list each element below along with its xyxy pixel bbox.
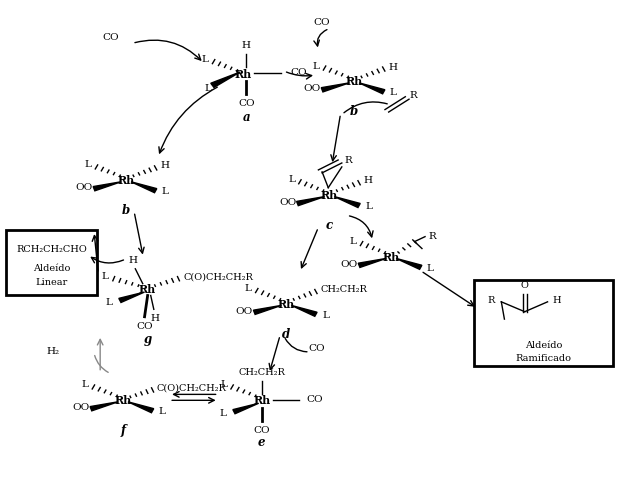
Text: C(O)CH₂CH₂R: C(O)CH₂CH₂R [157, 384, 227, 392]
Text: L: L [288, 176, 295, 184]
Text: Ramificado: Ramificado [516, 354, 572, 362]
Polygon shape [128, 402, 154, 412]
Polygon shape [119, 292, 144, 302]
Text: H₂: H₂ [47, 347, 60, 356]
Text: Rh: Rh [383, 252, 400, 263]
Text: CO: CO [313, 18, 330, 27]
Text: OO: OO [236, 307, 253, 316]
Polygon shape [253, 306, 281, 314]
Text: Rh: Rh [118, 176, 135, 186]
Text: b: b [350, 105, 358, 118]
Text: Aldeído: Aldeído [525, 342, 562, 350]
Text: H: H [388, 62, 397, 72]
Text: L: L [245, 284, 252, 293]
Text: H: H [160, 162, 169, 170]
Text: Rh: Rh [234, 69, 252, 80]
Text: H: H [151, 314, 159, 324]
Text: L: L [159, 407, 165, 416]
Text: d: d [282, 328, 290, 340]
Text: L: L [219, 409, 226, 418]
Text: L: L [85, 160, 91, 170]
Text: Aldeído: Aldeído [33, 264, 70, 273]
Text: OO: OO [75, 183, 93, 192]
Polygon shape [297, 196, 325, 205]
Text: H: H [242, 41, 251, 50]
Text: Rh: Rh [277, 299, 295, 310]
Text: c: c [326, 219, 333, 232]
Text: CH₂CH₂R: CH₂CH₂R [320, 285, 367, 294]
Text: g: g [144, 332, 152, 345]
Text: L: L [81, 380, 88, 390]
Text: f: f [121, 424, 126, 437]
Text: L: L [220, 380, 227, 390]
Text: H: H [363, 176, 373, 186]
Text: b: b [122, 204, 130, 217]
FancyBboxPatch shape [475, 280, 613, 366]
Text: OO: OO [279, 198, 296, 207]
Text: R: R [410, 91, 417, 100]
Text: Rh: Rh [253, 396, 271, 406]
Polygon shape [211, 72, 240, 88]
Text: L: L [105, 298, 112, 307]
Text: OO: OO [72, 403, 90, 412]
Text: L: L [390, 88, 397, 98]
Polygon shape [335, 196, 360, 207]
Text: O: O [521, 282, 529, 290]
Polygon shape [131, 182, 157, 192]
Text: Rh: Rh [139, 284, 156, 295]
Text: Rh: Rh [321, 190, 338, 201]
Text: R: R [345, 156, 352, 164]
Text: e: e [258, 436, 266, 450]
Text: R: R [428, 232, 436, 241]
Text: L: L [204, 84, 211, 93]
Text: L: L [365, 202, 372, 211]
Text: CO: CO [290, 68, 307, 78]
Text: Rh: Rh [346, 76, 363, 88]
Polygon shape [93, 182, 121, 191]
Text: H: H [129, 256, 138, 265]
Text: L: L [427, 264, 434, 273]
Text: CO: CO [136, 322, 153, 330]
Text: L: L [322, 311, 329, 320]
Text: L: L [101, 272, 108, 281]
Text: RCH₂CH₂CHO: RCH₂CH₂CHO [16, 245, 87, 254]
Text: L: L [313, 62, 320, 70]
Text: L: L [350, 237, 356, 246]
Text: CH₂CH₂R: CH₂CH₂R [238, 368, 285, 377]
Text: OO: OO [341, 260, 358, 269]
Polygon shape [358, 258, 386, 268]
Text: CO: CO [253, 426, 270, 434]
Text: CO: CO [309, 344, 325, 354]
Text: Rh: Rh [114, 396, 132, 406]
Text: CO: CO [103, 33, 119, 42]
Text: Linear: Linear [35, 278, 68, 287]
Polygon shape [291, 306, 317, 316]
Text: OO: OO [304, 84, 321, 94]
Polygon shape [233, 404, 259, 413]
Polygon shape [359, 83, 385, 94]
Text: L: L [162, 187, 169, 196]
Text: R: R [488, 296, 495, 306]
Polygon shape [396, 258, 422, 270]
Text: CO: CO [306, 396, 323, 404]
Text: L: L [202, 55, 208, 64]
FancyBboxPatch shape [6, 230, 97, 294]
Text: C(O)CH₂CH₂R: C(O)CH₂CH₂R [183, 272, 253, 281]
Text: CO: CO [238, 99, 254, 108]
Polygon shape [90, 402, 118, 411]
Text: H: H [552, 296, 561, 306]
Text: a: a [243, 112, 250, 124]
Polygon shape [321, 83, 349, 92]
